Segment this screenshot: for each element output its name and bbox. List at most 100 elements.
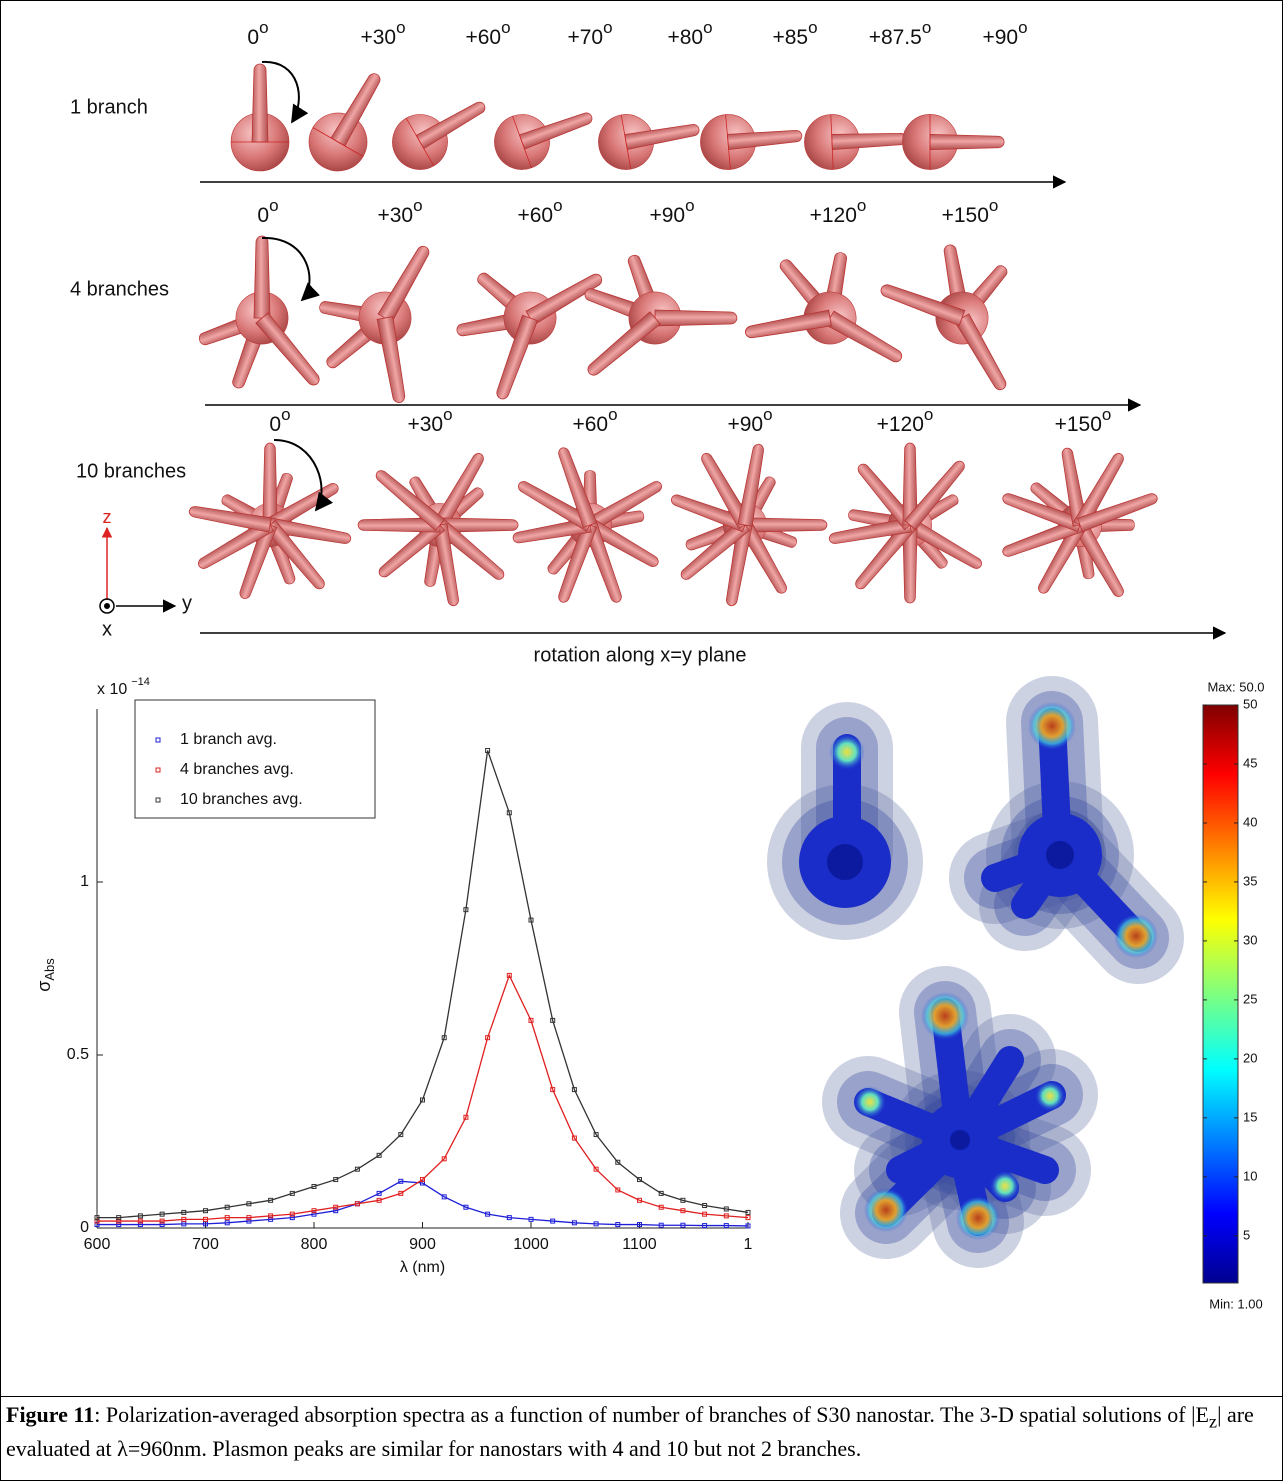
angle-value: +30 xyxy=(377,204,413,227)
series-marker xyxy=(376,1190,382,1196)
series-marker xyxy=(289,1190,295,1196)
series-marker xyxy=(680,1208,686,1214)
series-marker xyxy=(723,1223,729,1229)
series-marker xyxy=(745,1223,751,1229)
x-tick-label: 1 xyxy=(744,1236,753,1253)
x-axis-dot xyxy=(99,598,115,614)
angle-label: +120o xyxy=(877,405,934,435)
series-marker xyxy=(420,1180,425,1186)
degree-mark: o xyxy=(281,405,290,424)
angle-label: +60o xyxy=(572,405,617,435)
x-tick-label: 800 xyxy=(301,1236,328,1253)
x-tick-label: 600 xyxy=(84,1236,111,1253)
series-marker xyxy=(571,1220,577,1226)
series-marker xyxy=(658,1190,664,1196)
series-marker xyxy=(528,1216,534,1222)
series-marker xyxy=(398,1190,404,1196)
degree-mark: o xyxy=(443,405,452,424)
colorbar-label: 5 xyxy=(1243,1227,1250,1242)
angle-value: +30 xyxy=(407,413,443,436)
caption-subscript: z xyxy=(1208,1411,1218,1432)
x-tick-label: 900 xyxy=(409,1236,436,1253)
angle-value: +150 xyxy=(942,204,989,227)
legend-marker xyxy=(155,767,161,773)
colorbar-label: 50 xyxy=(1243,696,1257,711)
angle-value: +120 xyxy=(877,413,924,436)
series-marker xyxy=(203,1216,208,1222)
colorbar-label: 20 xyxy=(1243,1050,1257,1065)
angle-label: +60o xyxy=(517,196,562,226)
series-marker xyxy=(224,1220,230,1226)
series-marker xyxy=(94,1222,100,1228)
series-marker xyxy=(702,1203,708,1209)
y-multiplier: x 10 −14 xyxy=(97,676,150,698)
series-marker xyxy=(506,1215,512,1221)
degree-mark: o xyxy=(269,196,278,215)
x-axis-dot xyxy=(104,603,110,609)
degree-mark: o xyxy=(808,18,817,37)
angle-label: +150o xyxy=(942,196,999,226)
rotation-caption: rotation along x=y plane xyxy=(534,644,747,666)
colorbar-label: 25 xyxy=(1243,991,1257,1006)
nanostar-row-4 xyxy=(197,215,1059,420)
series-marker xyxy=(745,1209,751,1215)
rotation-arrow xyxy=(273,439,334,512)
series-marker xyxy=(376,1197,382,1203)
degree-mark: o xyxy=(259,18,268,37)
series-marker xyxy=(723,1206,729,1212)
colorbar-label: 15 xyxy=(1243,1109,1257,1124)
series-line xyxy=(97,973,749,1222)
angle-value: +70 xyxy=(567,26,603,49)
series-marker xyxy=(615,1187,621,1193)
angle-value: +120 xyxy=(810,204,857,227)
degree-mark: o xyxy=(685,196,694,215)
y-axis-label-main: σ xyxy=(34,981,54,992)
series-marker xyxy=(224,1204,230,1210)
angle-label: +60o xyxy=(465,18,510,48)
colorbar-label: 10 xyxy=(1243,1168,1257,1183)
series-marker xyxy=(441,1194,447,1200)
colorbar xyxy=(1202,704,1239,1284)
axis-z-label: z xyxy=(103,507,112,527)
angle-value: +60 xyxy=(517,204,553,227)
legend-marker xyxy=(155,737,161,743)
series-marker xyxy=(268,1197,274,1203)
axis-x-label: x xyxy=(102,618,112,640)
colorbar-max: Max: 50.0 xyxy=(1207,679,1264,694)
series-marker xyxy=(420,1177,425,1183)
series-marker xyxy=(571,1135,577,1141)
series-marker xyxy=(246,1218,252,1224)
legend-marker xyxy=(155,797,161,803)
series-marker xyxy=(441,1156,447,1162)
series-marker xyxy=(550,1017,556,1023)
angle-value: +80 xyxy=(667,26,703,49)
y-multiplier-exp: −14 xyxy=(131,676,150,688)
series-marker xyxy=(485,1211,491,1217)
series-marker xyxy=(550,1218,556,1224)
row-label: 10 branches xyxy=(76,460,186,482)
caption-text: : Polarization-averaged absorption spect… xyxy=(94,1402,1209,1427)
colorbar-min: Min: 1.00 xyxy=(1209,1296,1262,1311)
angle-label: 0o xyxy=(247,18,268,48)
series-marker xyxy=(354,1166,360,1172)
series-marker xyxy=(203,1208,208,1214)
nanostar-row-10 xyxy=(188,413,1192,637)
angle-label: +30o xyxy=(407,405,452,435)
angle-label: +70o xyxy=(567,18,612,48)
angle-value: 0 xyxy=(247,26,259,49)
series-marker xyxy=(615,1222,621,1228)
angle-value: +60 xyxy=(465,26,501,49)
series-marker xyxy=(420,1097,425,1103)
series-marker xyxy=(593,1221,599,1227)
series-marker xyxy=(311,1183,317,1189)
series-marker xyxy=(137,1213,143,1219)
colorbar-label: 40 xyxy=(1243,814,1257,829)
y-axis-label-sub: Abs xyxy=(42,958,57,981)
degree-mark: o xyxy=(989,196,998,215)
angle-label: +90o xyxy=(727,405,772,435)
angle-value: +85 xyxy=(772,26,808,49)
degree-mark: o xyxy=(703,18,712,37)
angle-value: +90 xyxy=(649,204,685,227)
series-marker xyxy=(246,1201,252,1207)
